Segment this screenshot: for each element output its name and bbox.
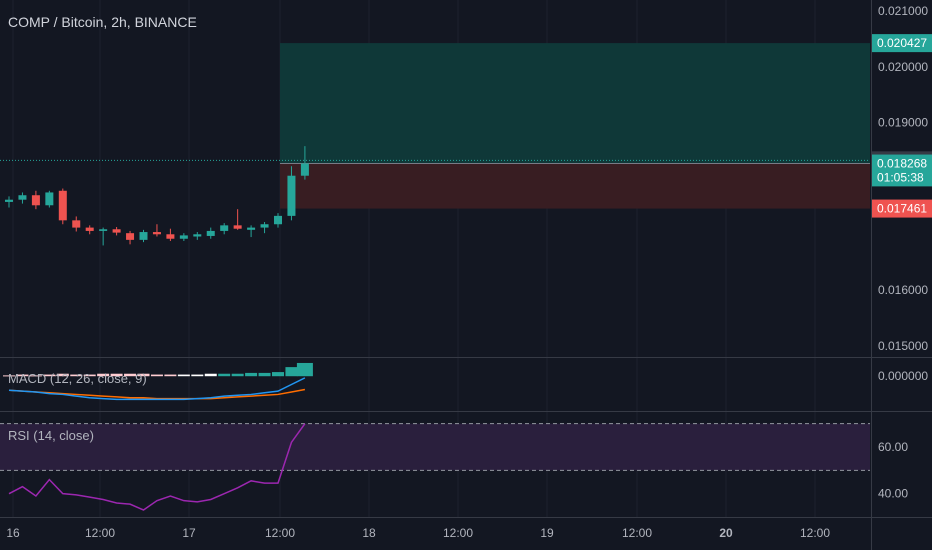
time-axis-label-4: 18 (362, 526, 376, 540)
macd-histogram-bar-13 (177, 374, 190, 377)
candle-body-19 (260, 224, 269, 228)
time-axis-label-7: 12:00 (622, 526, 652, 540)
macd-histogram-bar-19 (258, 372, 271, 377)
candle-body-9 (126, 233, 135, 240)
price-badge-label-0: 0.020427 (877, 36, 927, 50)
macd-histogram-bar-16 (218, 373, 231, 377)
macd-histogram-bar-21 (285, 367, 298, 377)
candle-body-13 (179, 235, 188, 239)
rsi-band (0, 423, 870, 471)
price-badge-label-2: 0.018268 (877, 157, 927, 171)
candle-body-16 (220, 225, 229, 231)
candle-body-11 (152, 232, 161, 235)
price-tick-label-1: 0.020000 (878, 60, 928, 74)
price-badge-3 (872, 168, 932, 187)
macd-histogram-bar-15 (204, 373, 217, 377)
macd-signal-line (8, 388, 306, 400)
macd-histogram-bar-18 (245, 372, 258, 377)
position-target-zone (280, 43, 870, 164)
price-tick-label-3: 0.016000 (878, 283, 928, 297)
candle-body-6 (85, 227, 94, 231)
price-badge-label-3: 01:05:38 (877, 170, 924, 184)
time-axis-label-3: 12:00 (265, 526, 295, 540)
macd-histogram-bar-11 (150, 374, 163, 377)
macd-line (8, 377, 306, 401)
candle-body-18 (247, 227, 256, 230)
macd-histogram-bar-0 (3, 375, 15, 377)
price-tick-label-2: 0.019000 (878, 116, 928, 130)
candle-body-10 (139, 232, 148, 240)
rsi-label: RSI (14, close) (8, 428, 94, 443)
candle-body-5 (72, 220, 81, 228)
macd-histogram-bar-2 (29, 375, 42, 377)
candle-body-21 (287, 175, 296, 216)
macd-histogram-bar-9 (124, 373, 137, 377)
time-axis-label-0: 16 (6, 526, 20, 540)
macd-histogram-bar-8 (110, 373, 123, 377)
time-axis-label-8: 20 (719, 526, 733, 540)
candle-body-1 (18, 195, 27, 200)
macd-histogram-bar-3 (43, 374, 56, 377)
candle-body-0 (5, 199, 13, 202)
time-axis-label-6: 19 (540, 526, 554, 540)
macd-label: MACD (12, 26, close, 9) (8, 371, 147, 386)
macd-histogram-bar-22 (296, 362, 313, 377)
candle-body-15 (206, 230, 215, 236)
rsi-tick-label-0: 60.00 (878, 440, 908, 454)
price-badge-2 (872, 154, 932, 173)
macd-histogram-bar-17 (231, 373, 244, 377)
candle-body-8 (112, 229, 121, 233)
price-tick-label-0: 0.021000 (878, 4, 928, 18)
candle-body-14 (193, 234, 202, 237)
time-axis-label-1: 12:00 (85, 526, 115, 540)
macd-histogram-bar-14 (191, 374, 204, 377)
candle-body-17 (233, 225, 242, 229)
macd-histogram-bar-7 (97, 373, 110, 377)
time-axis-label-2: 17 (182, 526, 196, 540)
macd-histogram-bar-12 (164, 374, 177, 377)
macd-histogram-bar-20 (272, 372, 284, 377)
macd-tick-label-0: 0.000000 (878, 369, 928, 383)
price-badge-4 (872, 199, 932, 218)
candle-body-20 (274, 215, 282, 225)
price-tick-label-4: 0.015000 (878, 339, 928, 353)
time-axis-label-9: 12:00 (800, 526, 830, 540)
candle-body-2 (31, 195, 40, 206)
price-badge-label-4: 0.017461 (877, 202, 927, 216)
candle-body-3 (45, 192, 54, 206)
position-stop-zone (280, 163, 870, 209)
macd-histogram-bar-6 (83, 374, 96, 377)
candle-body-7 (99, 229, 108, 231)
macd-histogram-bar-1 (16, 374, 29, 377)
candle-body-22 (300, 163, 309, 176)
chart-title: COMP / Bitcoin, 2h, BINANCE (8, 14, 197, 30)
candle-body-12 (166, 234, 175, 239)
macd-histogram-bar-4 (56, 373, 69, 377)
rsi-line (8, 423, 306, 511)
time-axis-label-5: 12:00 (443, 526, 473, 540)
price-badge-0 (872, 34, 932, 53)
rsi-tick-label-1: 40.00 (878, 487, 908, 501)
candle-body-4 (58, 190, 67, 221)
macd-histogram-bar-10 (137, 373, 150, 377)
macd-histogram-bar-5 (70, 374, 83, 377)
